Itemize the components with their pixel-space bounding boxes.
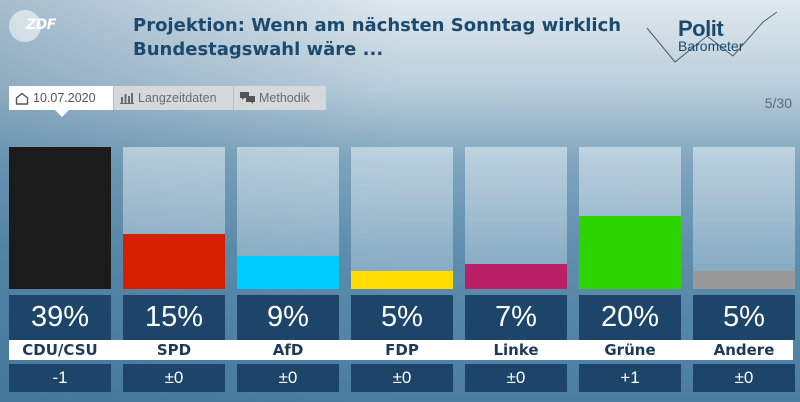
bar-andere — [693, 271, 795, 289]
brand-polit: Polit — [678, 16, 724, 41]
party-label-gr-ne: Grüne — [604, 341, 656, 359]
change-label-gr-ne: +1 — [579, 364, 681, 392]
bar-fdp — [351, 271, 453, 289]
zdf-logo-circle — [9, 10, 41, 42]
tab-langzeitdaten-label: Langzeitdaten — [138, 91, 217, 105]
party-label-linke: Linke — [493, 341, 539, 359]
party-label-afd: AfD — [272, 341, 304, 359]
bar-cdu-csu — [9, 147, 111, 289]
zdf-logo: ZDF — [9, 10, 56, 42]
bar-gr-ne — [579, 216, 681, 289]
change-label-cdu-csu: -1 — [9, 364, 111, 392]
tab-date[interactable]: 10.07.2020 — [9, 86, 114, 117]
value-label-gr-ne: 20% — [579, 295, 681, 340]
change-label-spd: ±0 — [123, 364, 225, 392]
party-label-fdp: FDP — [385, 341, 419, 359]
value-label-spd: 15% — [123, 295, 225, 340]
bar-track-cdu-csu — [9, 147, 111, 289]
bar-track-andere — [693, 147, 795, 289]
tab-langzeitdaten[interactable]: Langzeitdaten — [114, 86, 234, 110]
party-label-spd: SPD — [156, 341, 192, 359]
bar-afd — [237, 256, 339, 289]
tab-methodik[interactable]: Methodik — [234, 86, 326, 110]
change-label-linke: ±0 — [465, 364, 567, 392]
value-label-afd: 9% — [237, 295, 339, 340]
title-line-1: Projektion: Wenn am nächsten Sonntag wir… — [133, 15, 622, 36]
tab-bar: 10.07.2020 Langzeitdaten Methodik — [9, 86, 326, 117]
bar-track-linke — [465, 147, 567, 289]
value-label-fdp: 5% — [351, 295, 453, 340]
party-label-cdu-csu: CDU/CSU — [22, 341, 98, 359]
change-label-afd: ±0 — [237, 364, 339, 392]
change-label-andere: ±0 — [693, 364, 795, 392]
politbarometer-logo: Polit Barometer — [645, 8, 785, 68]
value-label-cdu-csu: 39% — [9, 295, 111, 340]
zdf-logo-text: ZDF — [26, 17, 56, 33]
value-label-linke: 7% — [465, 295, 567, 340]
bar-track-fdp — [351, 147, 453, 289]
page-title: Projektion: Wenn am nächsten Sonntag wir… — [133, 14, 633, 62]
title-line-2: Bundestagswahl wäre ... — [133, 39, 384, 60]
politbarometer-zigzag-icon — [646, 11, 778, 63]
bar-spd — [123, 234, 225, 289]
brand-barometer: Barometer — [678, 38, 744, 54]
value-label-andere: 5% — [693, 295, 795, 340]
tab-date-label: 10.07.2020 — [33, 91, 96, 105]
home-icon — [15, 92, 29, 105]
bar-track-afd — [237, 147, 339, 289]
bar-track-spd — [123, 147, 225, 289]
bar-track-gr-ne — [579, 147, 681, 289]
page-counter: 5/30 — [764, 95, 792, 111]
bar-chart-icon — [120, 92, 134, 104]
change-label-fdp: ±0 — [351, 364, 453, 392]
bar-linke — [465, 264, 567, 289]
tab-methodik-label: Methodik — [259, 91, 310, 105]
party-label-strip — [9, 340, 793, 360]
speech-bubbles-icon — [240, 92, 255, 104]
party-label-andere: Andere — [713, 341, 775, 359]
